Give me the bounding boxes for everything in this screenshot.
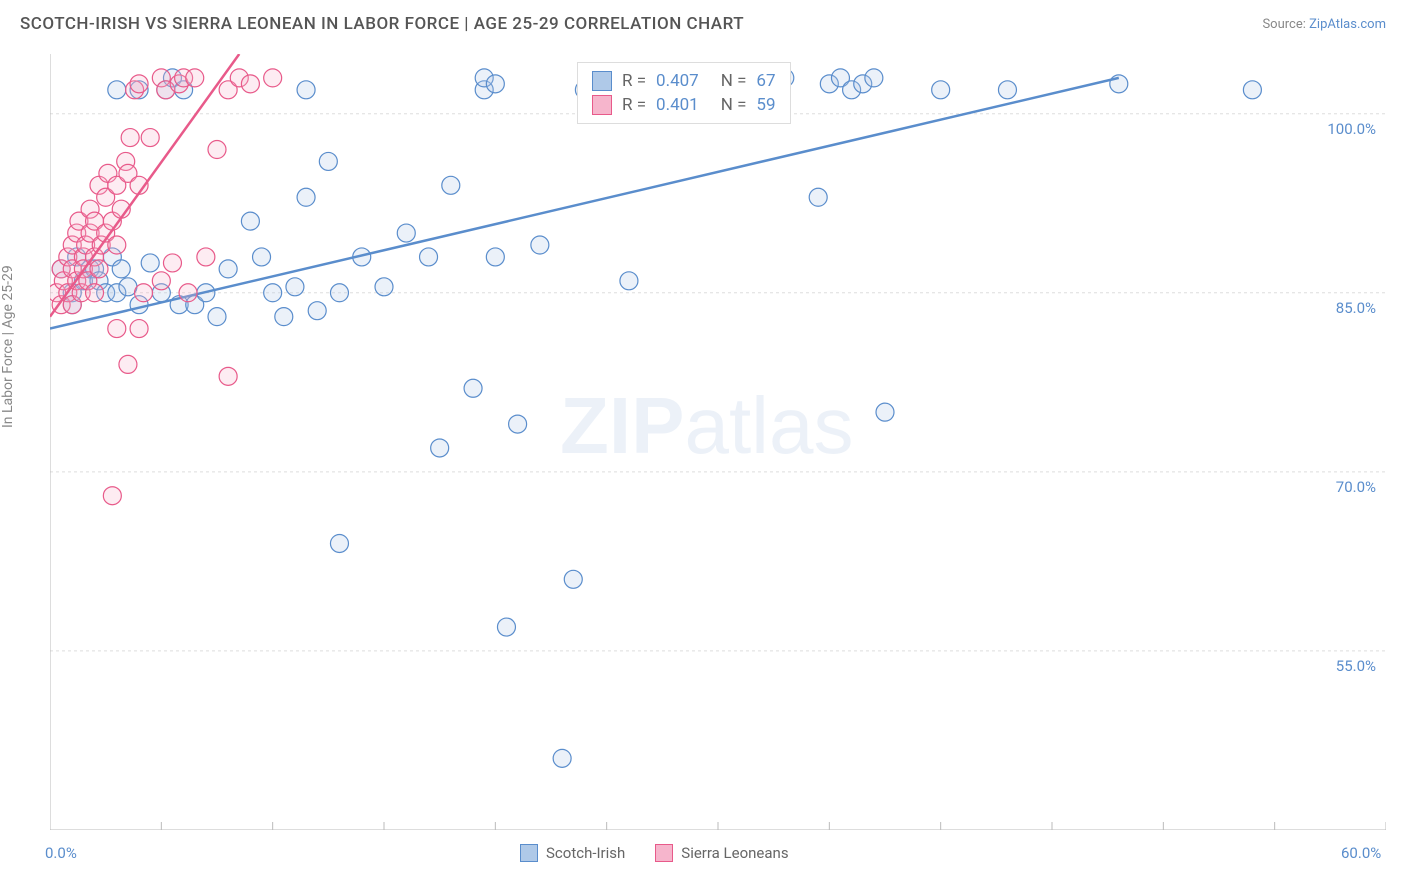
scatter-plot [50, 54, 1386, 830]
data-point [103, 487, 121, 505]
data-point [1243, 81, 1261, 99]
data-point [876, 403, 894, 421]
y-tick-label: 70.0% [1306, 478, 1376, 496]
data-point [108, 236, 126, 254]
data-point [464, 379, 482, 397]
y-tick-label: 100.0% [1306, 120, 1376, 138]
data-point [431, 439, 449, 457]
data-point [420, 248, 438, 266]
data-point [264, 284, 282, 302]
x-tick-label: 0.0% [45, 844, 77, 862]
data-point [319, 152, 337, 170]
legend-label: Sierra Leoneans [681, 844, 788, 862]
data-point [275, 308, 293, 326]
data-point [152, 272, 170, 290]
series-legend: Scotch-Irish Sierra Leoneans [520, 844, 789, 862]
data-point [179, 284, 197, 302]
data-point [497, 618, 515, 636]
data-point [397, 224, 415, 242]
data-point [108, 320, 126, 338]
data-point [932, 81, 950, 99]
data-point [1110, 75, 1128, 93]
legend-swatch [592, 71, 612, 91]
data-point [208, 141, 226, 159]
source-link[interactable]: ZipAtlas.com [1309, 17, 1386, 32]
data-point [208, 308, 226, 326]
data-point [141, 254, 159, 272]
data-point [253, 248, 271, 266]
data-point [108, 81, 126, 99]
data-point [186, 69, 204, 87]
y-tick-label: 55.0% [1306, 657, 1376, 675]
data-point [86, 284, 104, 302]
data-point [112, 260, 130, 278]
source-attribution: Source: ZipAtlas.com [1262, 17, 1386, 32]
correlation-row: R = 0.401N = 59 [592, 93, 776, 117]
data-point [553, 749, 571, 767]
data-point [297, 188, 315, 206]
legend-item: Sierra Leoneans [655, 844, 788, 862]
legend-swatch [592, 95, 612, 115]
data-point [297, 81, 315, 99]
data-point [286, 278, 304, 296]
data-point [130, 320, 148, 338]
legend-swatch [520, 844, 538, 862]
chart-area [50, 54, 1386, 830]
correlation-legend: R = 0.407N = 67R = 0.401N = 59 [577, 62, 791, 124]
data-point [219, 367, 237, 385]
data-point [442, 176, 460, 194]
data-point [264, 69, 282, 87]
legend-swatch [655, 844, 673, 862]
data-point [163, 254, 181, 272]
data-point [564, 570, 582, 588]
data-point [119, 355, 137, 373]
data-point [809, 188, 827, 206]
legend-item: Scotch-Irish [520, 844, 625, 862]
data-point [90, 260, 108, 278]
data-point [509, 415, 527, 433]
chart-title: SCOTCH-IRISH VS SIERRA LEONEAN IN LABOR … [20, 14, 744, 34]
data-point [197, 248, 215, 266]
correlation-row: R = 0.407N = 67 [592, 69, 776, 93]
data-point [486, 248, 504, 266]
data-point [486, 75, 504, 93]
data-point [130, 75, 148, 93]
y-tick-label: 85.0% [1306, 299, 1376, 317]
data-point [241, 75, 259, 93]
data-point [141, 129, 159, 147]
data-point [241, 212, 259, 230]
legend-label: Scotch-Irish [546, 844, 625, 862]
data-point [330, 534, 348, 552]
data-point [219, 260, 237, 278]
data-point [308, 302, 326, 320]
data-point [330, 284, 348, 302]
data-point [620, 272, 638, 290]
data-point [998, 81, 1016, 99]
data-point [135, 284, 153, 302]
y-axis-label: In Labor Force | Age 25-29 [0, 265, 16, 428]
data-point [531, 236, 549, 254]
data-point [865, 69, 883, 87]
data-point [121, 129, 139, 147]
x-tick-label: 60.0% [1341, 844, 1381, 862]
data-point [375, 278, 393, 296]
